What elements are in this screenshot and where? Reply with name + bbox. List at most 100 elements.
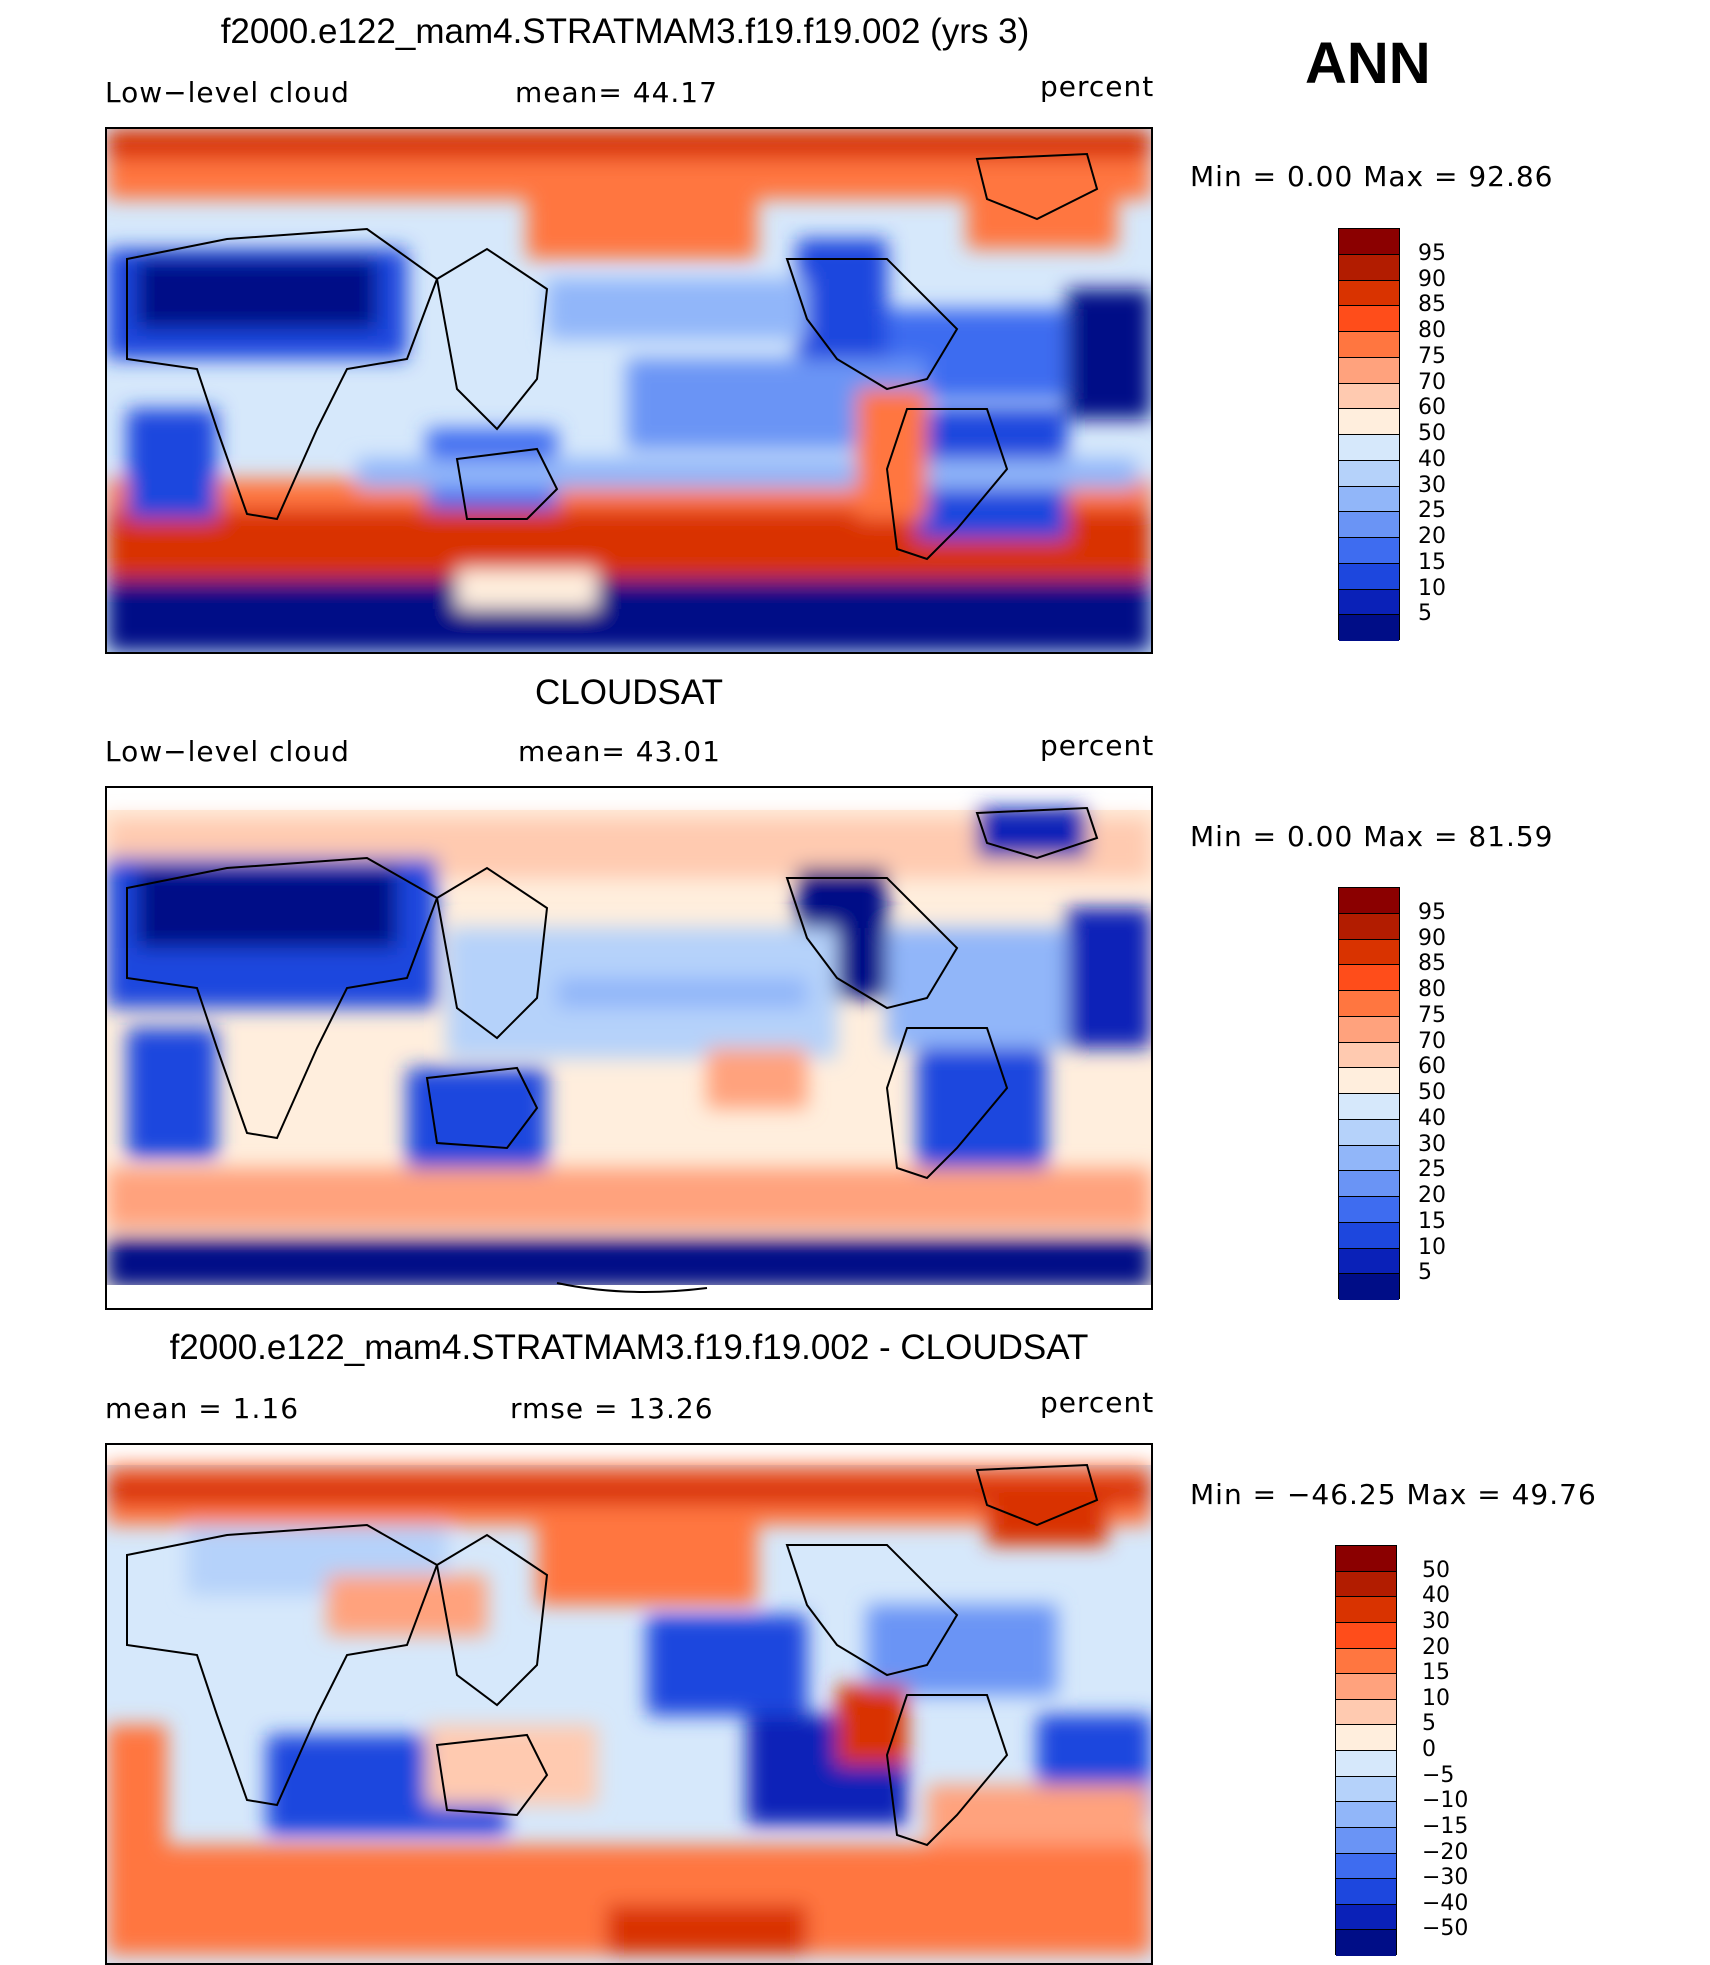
colorbar-swatch	[1336, 1699, 1396, 1726]
colorbar-tick-label: 90	[1418, 925, 1446, 951]
mean-label-diff: mean = 1.16	[105, 1392, 300, 1425]
colorbar-swatch	[1339, 409, 1399, 435]
season-label: ANN	[1305, 31, 1431, 96]
mean-label-obs: mean= 43.01	[518, 735, 721, 768]
colorbar-swatch	[1336, 1802, 1396, 1828]
colorbar-swatch	[1336, 1827, 1396, 1854]
colorbar-swatch	[1336, 1776, 1396, 1803]
colorbar-tick-label: 90	[1418, 266, 1446, 292]
colorbar-tick-label: 95	[1418, 240, 1446, 266]
colorbar-swatch	[1336, 1904, 1396, 1931]
units-label-model: percent	[1040, 70, 1155, 103]
colorbar-swatch	[1339, 332, 1399, 358]
colorbar-tick-label: 15	[1418, 549, 1446, 575]
colorbar-tick-label: 10	[1422, 1685, 1450, 1711]
map-model	[105, 127, 1153, 654]
colorbar-swatch	[1339, 357, 1399, 384]
colorbar-swatch	[1339, 589, 1399, 616]
colorbar-swatch	[1339, 939, 1399, 966]
colorbar-swatch	[1339, 280, 1399, 307]
map-obs-svg	[107, 788, 1151, 1308]
colorbar-swatch	[1339, 1197, 1399, 1223]
colorbar-tick-label: 0	[1422, 1737, 1436, 1762]
colorbar-swatch	[1336, 1725, 1396, 1751]
colorbar-swatch	[1339, 1171, 1399, 1197]
colorbar-swatch	[1339, 1274, 1399, 1300]
colorbar-tick-label: 10	[1418, 1234, 1446, 1260]
colorbar-tick-label: 30	[1422, 1608, 1450, 1634]
colorbar-tick-label: 70	[1418, 1028, 1446, 1054]
colorbar-tick-label: 5	[1418, 601, 1432, 627]
map-model-svg	[107, 129, 1151, 652]
colorbar-swatch	[1336, 1597, 1396, 1623]
colorbar-tick-label: 25	[1418, 498, 1446, 524]
colorbar-tick-label: −5	[1422, 1762, 1455, 1788]
colorbar-swatch	[1339, 615, 1399, 641]
colorbar-tick-label: 70	[1418, 369, 1446, 395]
colorbar-tick-label: 15	[1422, 1660, 1450, 1686]
colorbar-swatch	[1339, 1248, 1399, 1275]
colorbar-swatch	[1336, 1879, 1396, 1905]
colorbar-swatch	[1336, 1546, 1396, 1572]
colorbar-obs	[1338, 887, 1400, 1300]
colorbar-swatch	[1339, 254, 1399, 281]
colorbar-swatch	[1336, 1571, 1396, 1598]
colorbar-swatch	[1339, 1119, 1399, 1146]
map-obs	[105, 786, 1153, 1310]
field-label-model: Low−level cloud	[105, 76, 350, 109]
colorbar-tick-label: 95	[1418, 899, 1446, 925]
colorbar-tick-label: −10	[1422, 1788, 1469, 1814]
mean-label-model: mean= 44.17	[515, 76, 718, 109]
colorbar-swatch	[1339, 486, 1399, 513]
colorbar-tick-label: 40	[1418, 446, 1446, 472]
colorbar-swatch	[1339, 383, 1399, 410]
colorbar-tick-label: 85	[1418, 292, 1446, 318]
colorbar-swatch	[1339, 538, 1399, 564]
map-diff	[105, 1443, 1153, 1965]
colorbar-tick-label: −50	[1422, 1916, 1469, 1942]
colorbar-swatch	[1336, 1853, 1396, 1880]
colorbar-tick-label: 5	[1418, 1260, 1432, 1286]
colorbar-swatch	[1336, 1930, 1396, 1956]
colorbar-tick-label: 50	[1422, 1557, 1450, 1583]
colorbar-swatch	[1339, 913, 1399, 940]
colorbar-tick-label: 60	[1418, 395, 1446, 421]
colorbar-swatch	[1339, 1222, 1399, 1249]
colorbar-tick-label: 40	[1422, 1583, 1450, 1609]
colorbar-swatch	[1339, 1068, 1399, 1094]
colorbar-swatch	[1339, 512, 1399, 538]
colorbar-tick-label: 5	[1422, 1711, 1436, 1737]
colorbar-swatch	[1339, 1094, 1399, 1120]
field-label-obs: Low−level cloud	[105, 735, 350, 768]
colorbar-swatch	[1336, 1622, 1396, 1649]
colorbar-swatch	[1339, 563, 1399, 590]
colorbar-tick-label: 30	[1418, 1131, 1446, 1157]
colorbar-swatch	[1336, 1648, 1396, 1675]
colorbar-swatch	[1339, 460, 1399, 487]
colorbar-swatch	[1339, 229, 1399, 255]
colorbar-tick-label: 20	[1418, 1183, 1446, 1208]
colorbar-swatch	[1336, 1674, 1396, 1700]
colorbar-swatch	[1339, 1042, 1399, 1069]
colorbar-tick-label: 40	[1418, 1105, 1446, 1131]
panel-title-obs: CLOUDSAT	[535, 673, 723, 712]
colorbar-swatch	[1339, 1145, 1399, 1172]
colorbar-tick-label: 50	[1418, 1080, 1446, 1105]
rmse-label-diff: rmse = 13.26	[510, 1392, 714, 1425]
colorbar-model	[1338, 228, 1400, 641]
colorbar-tick-label: 75	[1418, 1002, 1446, 1028]
colorbar-tick-label: −40	[1422, 1890, 1469, 1916]
colorbar-swatch	[1336, 1751, 1396, 1777]
colorbar-swatch	[1339, 888, 1399, 914]
colorbar-tick-label: 60	[1418, 1054, 1446, 1080]
colorbar-tick-label: 20	[1422, 1634, 1450, 1660]
colorbar-tick-label: 20	[1418, 524, 1446, 549]
panel-title-diff: f2000.e122_mam4.STRATMAM3.f19.f19.002 - …	[169, 1328, 1089, 1367]
map-diff-svg	[107, 1445, 1151, 1963]
colorbar-tick-label: 50	[1418, 421, 1446, 446]
colorbar-tick-label: 10	[1418, 575, 1446, 601]
colorbar-swatch	[1339, 1016, 1399, 1043]
units-label-diff: percent	[1040, 1386, 1155, 1419]
colorbar-tick-label: 80	[1418, 977, 1446, 1002]
panel-title-model: f2000.e122_mam4.STRATMAM3.f19.f19.002 (y…	[220, 12, 1030, 51]
